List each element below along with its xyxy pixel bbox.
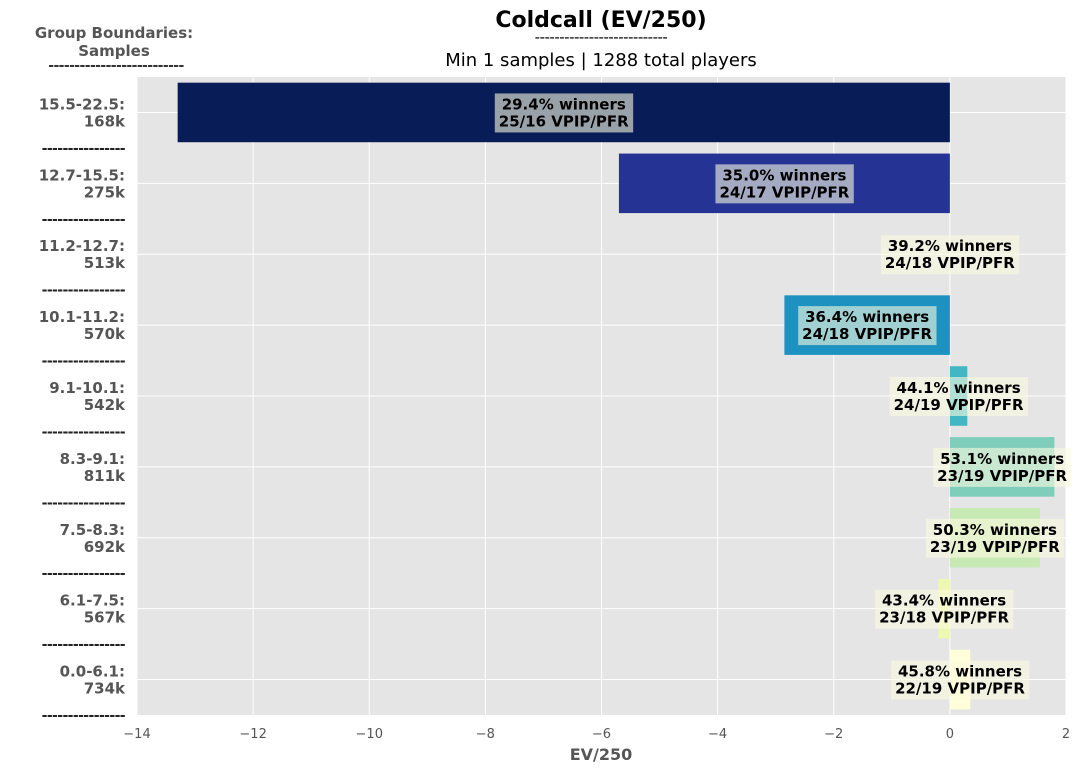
winners-label: 53.1% winners (940, 450, 1064, 468)
y-tick-samples: 570k (84, 325, 126, 343)
x-tick-label: 0 (946, 727, 954, 742)
row-separator: ---------------- (42, 354, 126, 370)
y-tick-samples: 734k (84, 680, 126, 698)
x-tick-label: −12 (239, 727, 266, 742)
y-tick-range: 12.7-15.5: (39, 166, 125, 184)
y-tick-samples: 513k (84, 254, 126, 272)
winners-label: 35.0% winners (722, 166, 846, 184)
group-header: Group Boundaries: Samples (35, 24, 193, 60)
y-tick-range: 15.5-22.5: (39, 95, 125, 113)
y-tick-samples: 567k (84, 609, 126, 627)
x-tick-label: 2 (1062, 727, 1070, 742)
annotation-box (889, 377, 1028, 416)
vpip-pfr-label: 24/17 VPIP/PFR (719, 183, 849, 201)
vpip-pfr-label: 24/19 VPIP/PFR (894, 396, 1024, 414)
y-tick-range: 9.1-10.1: (49, 379, 125, 397)
winners-label: 29.4% winners (502, 95, 626, 113)
row-separator: ---------------- (42, 212, 126, 228)
row-separator: ---------------- (42, 424, 126, 440)
row-separator: ---------------- (42, 637, 126, 653)
row-separator: ---------------- (42, 566, 126, 582)
x-tick-label: −4 (708, 727, 727, 742)
vpip-pfr-label: 23/19 VPIP/PFR (937, 467, 1067, 485)
y-tick-samples: 168k (84, 112, 126, 130)
annotation-box (925, 518, 1065, 558)
winners-label: 43.4% winners (882, 592, 1006, 610)
winners-label: 44.1% winners (897, 379, 1021, 397)
vpip-pfr-label: 24/18 VPIP/PFR (802, 325, 932, 343)
winners-label: 45.8% winners (898, 663, 1022, 681)
winners-label: 36.4% winners (805, 308, 929, 326)
annotation-box (933, 447, 1072, 487)
y-tick-range: 6.1-7.5: (60, 592, 125, 610)
y-axis: 15.5-22.5:168k ---------------- 12.7-15.5:… (39, 95, 127, 724)
vpip-pfr-label: 23/18 VPIP/PFR (879, 609, 1009, 627)
group-header-underline: -------------------------- (48, 58, 184, 74)
annotation-box (494, 93, 634, 133)
y-tick-range: 8.3-9.1: (60, 450, 125, 468)
row-separator: ---------------- (42, 141, 126, 157)
winners-label: 50.3% winners (933, 521, 1057, 539)
y-tick-range: 11.2-12.7: (39, 237, 125, 255)
chart-subtitle: Min 1 samples | 1288 total players (445, 50, 757, 71)
annotation-box (798, 306, 937, 346)
vpip-pfr-label: 25/16 VPIP/PFR (499, 112, 629, 130)
y-tick-samples: 692k (84, 538, 126, 556)
y-tick-range: 10.1-11.2: (39, 308, 125, 326)
x-axis: −14 −12 −10 −8 −6 −4 −2 0 2 (123, 727, 1070, 742)
y-tick-samples: 275k (84, 183, 126, 201)
title-underline: --------------------------- (534, 28, 668, 46)
row-separator: ---------------- (42, 708, 126, 724)
x-tick-label: −2 (824, 727, 843, 742)
row-separator: ---------------- (42, 283, 126, 299)
x-tick-label: −14 (123, 727, 150, 742)
y-tick-range: 7.5-8.3: (60, 521, 125, 539)
x-tick-label: −8 (476, 727, 495, 742)
annotation-box (875, 589, 1014, 629)
group-header-line2: Samples (78, 42, 150, 60)
annotation-box (880, 235, 1020, 275)
winners-label: 39.2% winners (888, 237, 1012, 255)
x-tick-label: −10 (356, 727, 383, 742)
y-tick-samples: 542k (84, 396, 126, 414)
vpip-pfr-label: 23/19 VPIP/PFR (930, 538, 1060, 556)
y-tick-samples: 811k (84, 467, 126, 485)
annotation-box (715, 164, 854, 204)
x-axis-label: EV/250 (570, 745, 633, 764)
x-tick-label: −6 (592, 727, 611, 742)
row-separator: ---------------- (42, 495, 126, 511)
y-tick-range: 0.0-6.1: (60, 663, 125, 681)
chart-title: Coldcall (EV/250) (495, 8, 707, 33)
vpip-pfr-label: 22/19 VPIP/PFR (895, 680, 1025, 698)
annotation-box (891, 660, 1030, 700)
vpip-pfr-label: 24/18 VPIP/PFR (885, 254, 1015, 272)
group-header-line1: Group Boundaries: (34, 24, 194, 42)
